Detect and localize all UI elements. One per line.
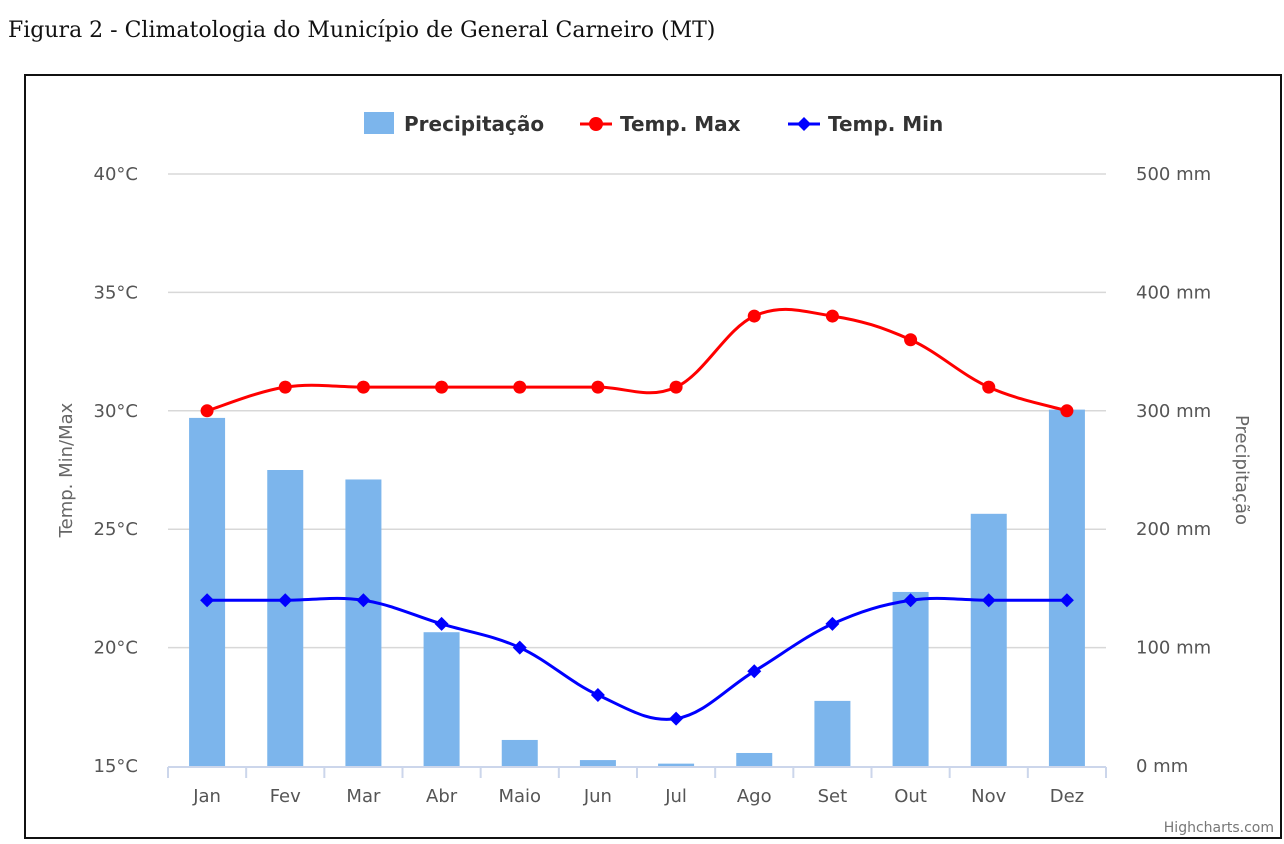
temp-max-point (982, 380, 996, 394)
y-left-tick-label: 20°C (94, 638, 138, 659)
x-tick-label: Dez (1050, 786, 1084, 807)
legend: Precipitação Temp. Max Temp. Min (364, 112, 943, 136)
y-left-tick-label: 30°C (94, 401, 138, 422)
temp-max-line (206, 307, 1068, 413)
x-tick-label: Jul (664, 786, 687, 807)
precipitation-bar (423, 632, 460, 766)
credits-label[interactable]: Highcharts.com (1164, 820, 1274, 836)
x-tick-label: Abr (426, 786, 458, 807)
y-right-tick-label: 500 mm (1136, 164, 1211, 185)
temp-max-point (747, 309, 761, 323)
temp-max-point (200, 404, 214, 418)
axis-labels: 15°C 0 mm 20°C 100 mm 25°C 200 mm 30°C 300 mm 35… (56, 164, 1252, 807)
x-tick-label: Maio (498, 786, 541, 807)
temp-min-point (434, 616, 449, 631)
temp-max-point (825, 309, 839, 323)
precipitation-bar (189, 417, 226, 766)
temp-max-point (591, 380, 605, 394)
legend-precip-label: Precipitação (404, 112, 544, 136)
x-tick-label: Ago (737, 786, 772, 807)
precipitation-bar (814, 700, 851, 766)
temp-min-point (981, 593, 996, 608)
grid-lines (168, 173, 1106, 649)
y-right-axis-title: Precipitação (1231, 415, 1252, 525)
temp-min-point (512, 640, 527, 655)
x-tick-label: Jan (192, 786, 221, 807)
x-tick-label: Fev (270, 786, 301, 807)
temp-min-point (669, 711, 684, 726)
temp-min-point (590, 687, 605, 702)
figure-caption: Figura 2 - Climatologia do Município de … (8, 18, 716, 43)
precipitation-bar (1048, 409, 1085, 766)
precipitation-bar (736, 752, 773, 766)
precipitation-bar (892, 591, 929, 766)
temp-max-point (356, 380, 370, 394)
y-right-tick-label: 0 mm (1136, 756, 1188, 777)
y-left-tick-label: 35°C (94, 282, 138, 303)
y-right-tick-label: 100 mm (1136, 638, 1211, 659)
legend-tmax-label: Temp. Max (620, 112, 741, 136)
temp-max-point (513, 380, 527, 394)
precipitation-bar (345, 479, 382, 766)
temp-max-point (669, 380, 683, 394)
x-tick-label: Set (818, 786, 848, 807)
x-tick-label: Mar (346, 786, 381, 807)
precipitation-bar (658, 763, 695, 766)
x-tick-label: Jun (583, 786, 612, 807)
precipitation-bar (970, 513, 1007, 766)
precipitation-bar (501, 739, 538, 766)
temp-max-point (435, 380, 449, 394)
legend-tmin-marker (797, 117, 811, 131)
precipitation-bars (189, 409, 1085, 766)
temperature-lines (200, 307, 1074, 726)
y-left-tick-label: 25°C (94, 519, 138, 540)
precipitation-bar (579, 760, 616, 766)
legend-tmin-label: Temp. Min (828, 112, 943, 136)
legend-tmax-marker (589, 117, 603, 131)
temp-min-point (356, 593, 371, 608)
temp-max-point (278, 380, 292, 394)
temp-min-point (747, 664, 762, 679)
x-tick-label: Nov (971, 786, 1006, 807)
temp-min-point (903, 593, 918, 608)
y-left-axis-title: Temp. Min/Max (56, 402, 77, 538)
temp-max-point (904, 333, 918, 347)
y-right-tick-label: 300 mm (1136, 401, 1211, 422)
temp-min-line (207, 596, 1067, 721)
y-left-tick-label: 40°C (94, 164, 138, 185)
y-left-tick-label: 15°C (94, 756, 138, 777)
y-right-tick-label: 400 mm (1136, 282, 1211, 303)
climate-chart: 15°C 0 mm 20°C 100 mm 25°C 200 mm 30°C 300 mm 35… (56, 112, 1274, 836)
temp-min-point (1059, 593, 1074, 608)
y-right-tick-label: 200 mm (1136, 519, 1211, 540)
legend-precip-swatch (364, 112, 394, 134)
chart-frame: 15°C 0 mm 20°C 100 mm 25°C 200 mm 30°C 300 mm 35… (24, 74, 1282, 839)
temp-min-point (200, 593, 215, 608)
temp-max-point (1060, 404, 1074, 418)
temp-min-point (825, 616, 840, 631)
x-axis (167, 766, 1107, 778)
x-tick-label: Out (894, 786, 927, 807)
precipitation-bar (267, 470, 304, 766)
temp-min-point (278, 593, 293, 608)
